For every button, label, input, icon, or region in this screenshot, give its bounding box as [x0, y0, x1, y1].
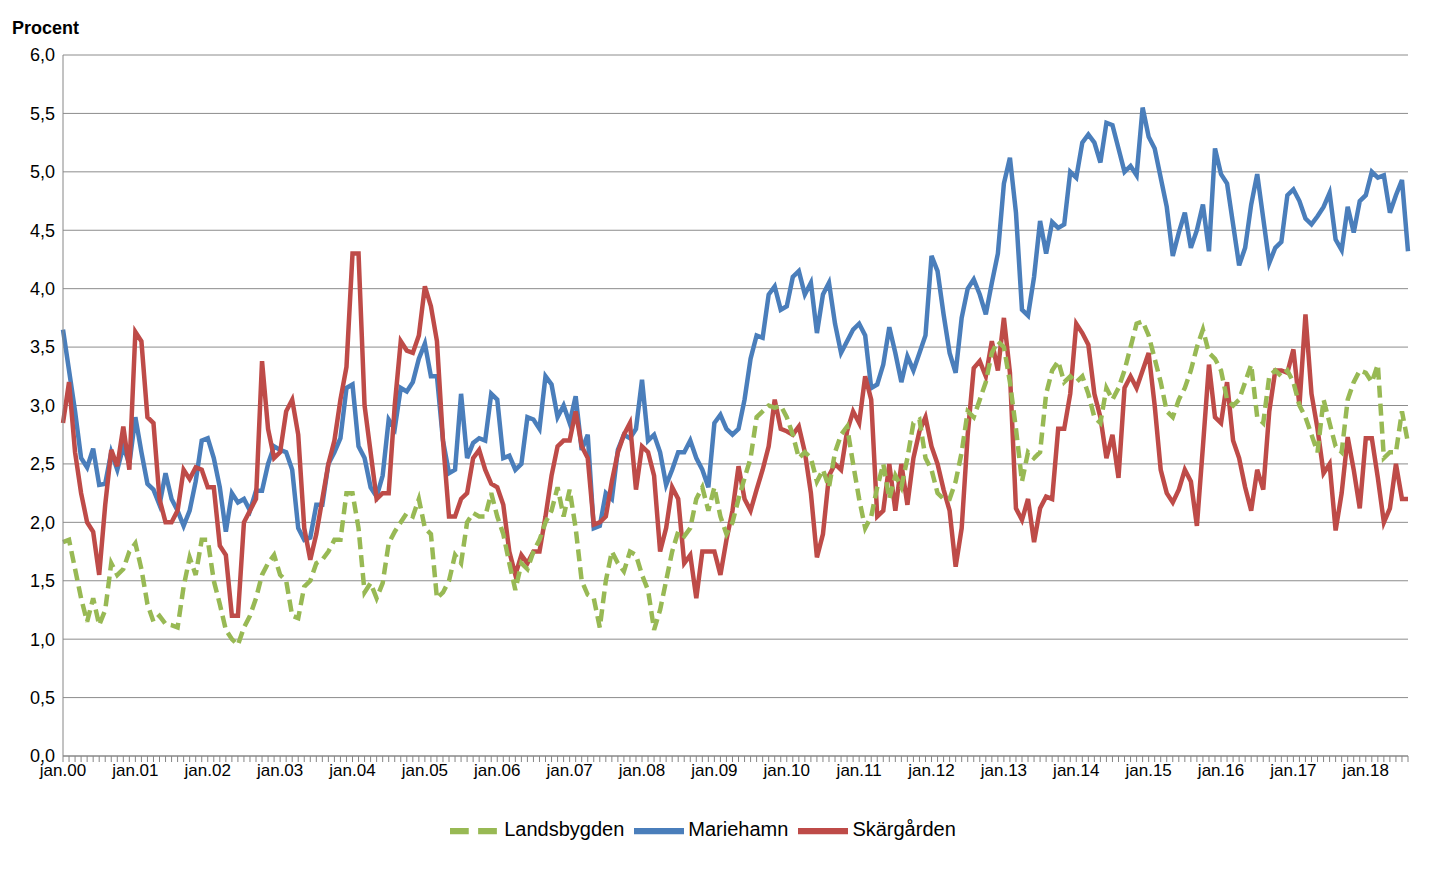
svg-text:jan.10: jan.10	[763, 761, 810, 780]
svg-text:4,5: 4,5	[30, 221, 55, 241]
svg-text:jan.01: jan.01	[111, 761, 158, 780]
svg-text:5,5: 5,5	[30, 104, 55, 124]
html-text:Procent: Procent	[12, 18, 79, 38]
svg-text:jan.05: jan.05	[401, 761, 448, 780]
html-text:Landsbygden: Landsbygden	[504, 818, 625, 841]
svg-text:1,0: 1,0	[30, 630, 55, 650]
svg-text:jan.08: jan.08	[618, 761, 665, 780]
svg-text:2,5: 2,5	[30, 454, 55, 474]
svg-text:jan.14: jan.14	[1052, 761, 1099, 780]
svg-text:5,0: 5,0	[30, 162, 55, 182]
svg-text:jan.18: jan.18	[1342, 761, 1389, 780]
svg-text:1,5: 1,5	[30, 571, 55, 591]
svg-text:jan.04: jan.04	[328, 761, 375, 780]
svg-text:jan.12: jan.12	[907, 761, 954, 780]
svg-text:jan.16: jan.16	[1197, 761, 1244, 780]
svg-text:2,0: 2,0	[30, 513, 55, 533]
svg-text:jan.02: jan.02	[184, 761, 231, 780]
html-text:Mariehamn: Mariehamn	[688, 818, 789, 841]
svg-text:3,5: 3,5	[30, 337, 55, 357]
svg-text:jan.09: jan.09	[690, 761, 737, 780]
svg-text:0,5: 0,5	[30, 688, 55, 708]
svg-text:jan.17: jan.17	[1269, 761, 1316, 780]
svg-text:jan.03: jan.03	[256, 761, 303, 780]
html-text:Skärgården: Skärgården	[852, 818, 956, 841]
svg-text:0,0: 0,0	[30, 746, 55, 766]
svg-text:jan.15: jan.15	[1124, 761, 1171, 780]
svg-text:jan.06: jan.06	[473, 761, 520, 780]
svg-text:jan.13: jan.13	[980, 761, 1027, 780]
svg-text:jan.11: jan.11	[836, 761, 882, 780]
svg-text:6,0: 6,0	[30, 45, 55, 65]
svg-text:jan.00: jan.00	[39, 761, 87, 781]
svg-text:3,0: 3,0	[30, 396, 55, 416]
svg-text:jan.07: jan.07	[545, 761, 592, 780]
svg-text:4,0: 4,0	[30, 279, 55, 299]
